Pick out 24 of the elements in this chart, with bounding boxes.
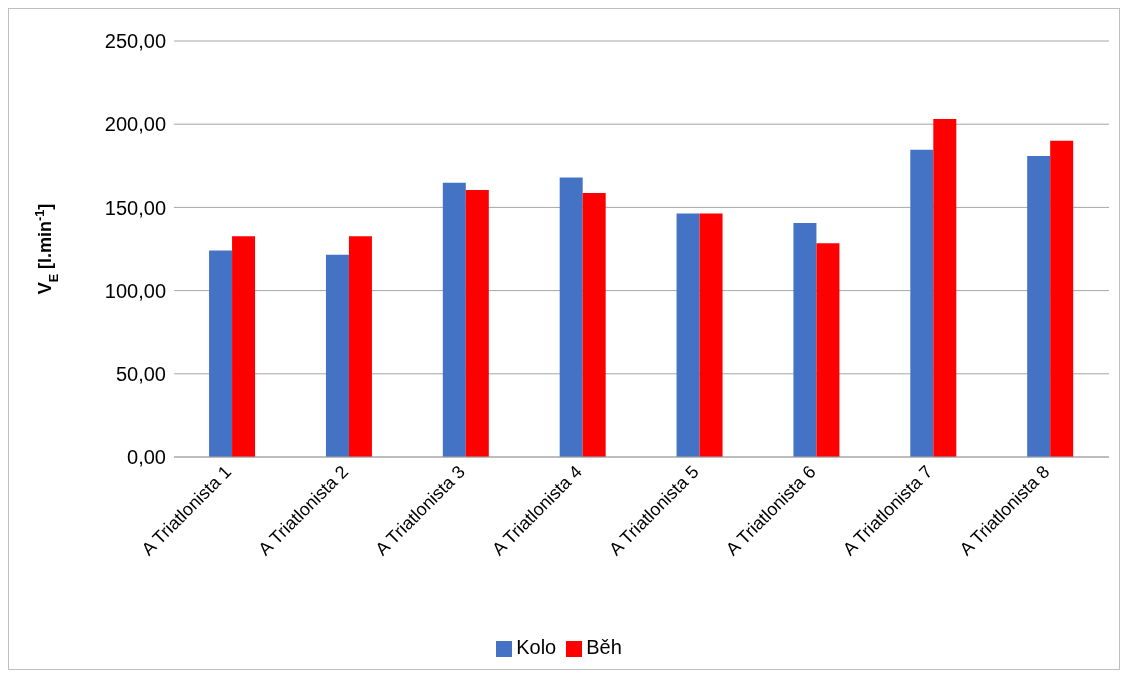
y-tick-label: 50,00 <box>115 362 166 385</box>
bar <box>793 222 817 457</box>
bar <box>816 243 840 457</box>
bar <box>582 193 606 457</box>
y-tick-label: 0,00 <box>127 446 166 469</box>
legend-label: Běh <box>586 636 622 658</box>
bar <box>465 189 489 457</box>
bar <box>209 250 233 457</box>
bar <box>699 213 723 457</box>
bar <box>1050 140 1074 457</box>
bar <box>348 236 372 457</box>
legend-label: Kolo <box>516 636 557 658</box>
bar <box>933 119 957 457</box>
y-tick-label: 100,00 <box>104 279 166 302</box>
bar <box>676 213 700 457</box>
bar <box>1027 155 1051 457</box>
y-tick-label: 150,00 <box>104 196 166 219</box>
bar <box>442 182 466 457</box>
y-tick-label: 200,00 <box>104 113 166 136</box>
bar <box>232 236 256 457</box>
bar <box>325 254 349 457</box>
bar <box>559 177 583 457</box>
bar <box>910 149 934 457</box>
y-tick-label: 250,00 <box>104 30 166 53</box>
